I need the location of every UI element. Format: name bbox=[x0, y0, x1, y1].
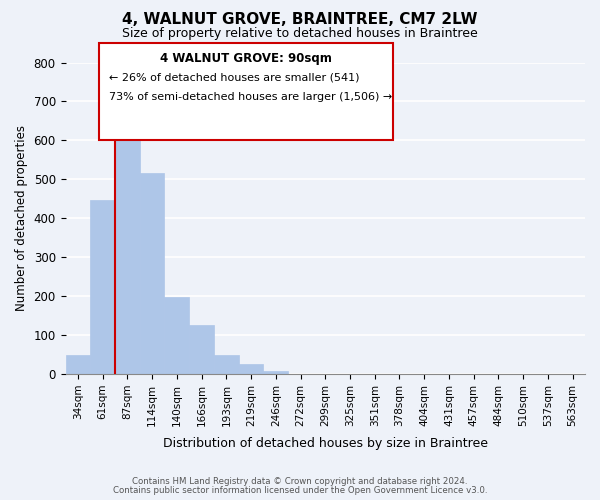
Text: 4, WALNUT GROVE, BRAINTREE, CM7 2LW: 4, WALNUT GROVE, BRAINTREE, CM7 2LW bbox=[122, 12, 478, 28]
Bar bbox=[263, 371, 288, 374]
Text: Contains HM Land Registry data © Crown copyright and database right 2024.: Contains HM Land Registry data © Crown c… bbox=[132, 477, 468, 486]
Bar bbox=[65, 354, 90, 374]
Y-axis label: Number of detached properties: Number of detached properties bbox=[15, 126, 28, 312]
Text: Size of property relative to detached houses in Braintree: Size of property relative to detached ho… bbox=[122, 28, 478, 40]
Text: ← 26% of detached houses are smaller (541): ← 26% of detached houses are smaller (54… bbox=[109, 72, 360, 83]
Text: Contains public sector information licensed under the Open Government Licence v3: Contains public sector information licen… bbox=[113, 486, 487, 495]
X-axis label: Distribution of detached houses by size in Braintree: Distribution of detached houses by size … bbox=[163, 437, 488, 450]
Bar bbox=[214, 354, 239, 374]
Bar bbox=[189, 324, 214, 374]
Text: 73% of semi-detached houses are larger (1,506) →: 73% of semi-detached houses are larger (… bbox=[109, 92, 392, 102]
Bar bbox=[90, 200, 115, 374]
Text: 4 WALNUT GROVE: 90sqm: 4 WALNUT GROVE: 90sqm bbox=[160, 52, 332, 64]
Bar bbox=[164, 298, 189, 374]
Bar bbox=[239, 364, 263, 374]
Bar bbox=[115, 114, 140, 374]
Bar bbox=[140, 174, 164, 374]
